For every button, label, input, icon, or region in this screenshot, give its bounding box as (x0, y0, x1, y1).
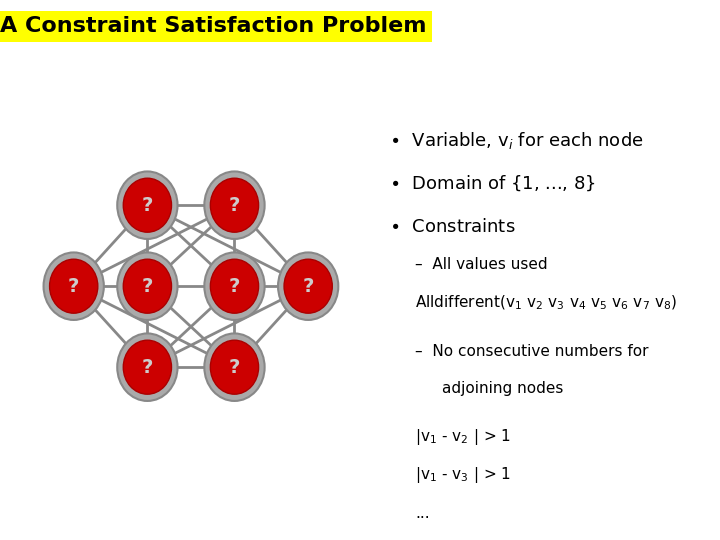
Text: |v$_1$ - v$_3$ | > 1: |v$_1$ - v$_3$ | > 1 (415, 465, 511, 485)
Text: ?: ? (68, 276, 79, 296)
Text: –  No consecutive numbers for: – No consecutive numbers for (415, 343, 649, 359)
Ellipse shape (43, 253, 104, 320)
Ellipse shape (204, 172, 265, 239)
Ellipse shape (123, 259, 171, 313)
Text: ?: ? (229, 357, 240, 377)
Ellipse shape (210, 259, 258, 313)
Text: ?: ? (142, 357, 153, 377)
Ellipse shape (278, 253, 338, 320)
Text: A Constraint Satisfaction Problem: A Constraint Satisfaction Problem (0, 16, 426, 36)
Ellipse shape (117, 172, 178, 239)
Text: |v$_1$ - v$_2$ | > 1: |v$_1$ - v$_2$ | > 1 (415, 427, 511, 448)
Ellipse shape (117, 333, 178, 401)
Text: adjoining nodes: adjoining nodes (442, 381, 564, 396)
Ellipse shape (204, 253, 265, 320)
Text: ?: ? (302, 276, 314, 296)
Ellipse shape (210, 178, 258, 232)
Text: ?: ? (142, 195, 153, 215)
Text: –  All values used: – All values used (415, 257, 548, 272)
Text: ...: ... (415, 505, 430, 521)
Text: $\bullet$  Variable, v$_i$ for each node: $\bullet$ Variable, v$_i$ for each node (389, 130, 643, 151)
Ellipse shape (123, 340, 171, 394)
Ellipse shape (284, 259, 333, 313)
Ellipse shape (210, 340, 258, 394)
Ellipse shape (123, 178, 171, 232)
Text: $\bullet$  Domain of {1, ..., 8}: $\bullet$ Domain of {1, ..., 8} (389, 174, 595, 193)
Ellipse shape (117, 253, 178, 320)
Text: $\bullet$  Constraints: $\bullet$ Constraints (389, 218, 515, 236)
Text: Alldifferent(v$_1$ v$_2$ v$_3$ v$_4$ v$_5$ v$_6$ v$_7$ v$_8$): Alldifferent(v$_1$ v$_2$ v$_3$ v$_4$ v$_… (415, 293, 678, 312)
Text: ?: ? (142, 276, 153, 296)
Text: ?: ? (229, 195, 240, 215)
Text: ?: ? (229, 276, 240, 296)
Ellipse shape (50, 259, 98, 313)
Ellipse shape (204, 333, 265, 401)
